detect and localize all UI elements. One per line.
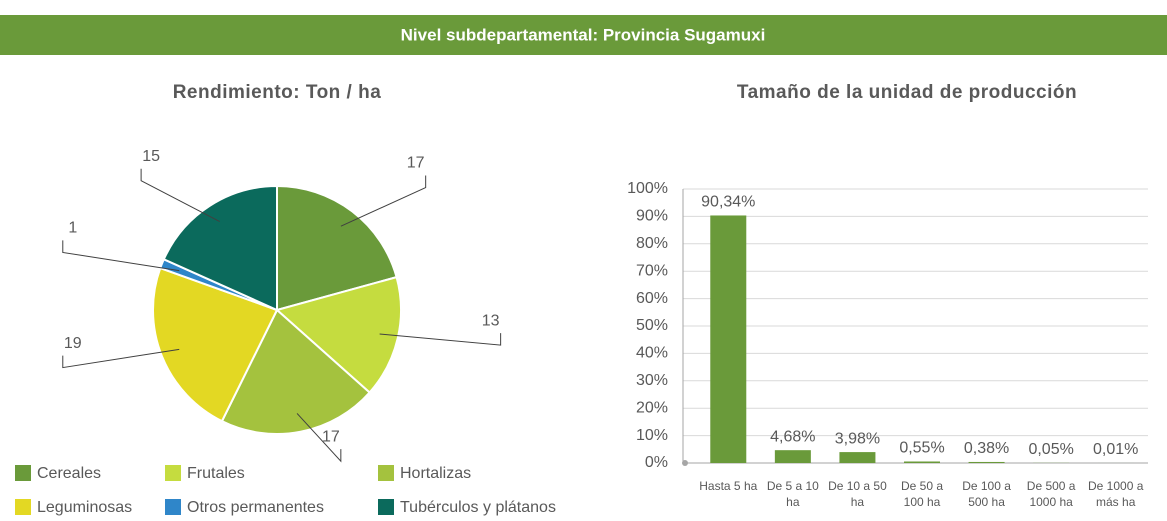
data-label: 1 <box>68 220 77 237</box>
y-tick-label: 30% <box>636 372 668 389</box>
pie-slice <box>274 275 402 394</box>
legend-swatch <box>15 465 31 481</box>
data-label: 15 <box>142 148 160 165</box>
value-label: 0,05% <box>1028 441 1073 458</box>
leader-line <box>340 175 427 227</box>
y-tick-label: 70% <box>636 262 668 279</box>
x-tick-label: De 10 a 50 ha <box>828 479 887 509</box>
y-tick-label: 80% <box>636 235 668 252</box>
x-tick-label: De 500 a 1000 ha <box>1026 479 1076 509</box>
header-bar <box>0 15 1167 55</box>
legend-swatch <box>15 499 31 515</box>
x-tick-label: Hasta 5 ha <box>699 479 758 493</box>
x-tick-label: De 5 a 10 ha <box>766 479 819 509</box>
y-tick-label: 40% <box>636 345 668 362</box>
value-label: 90,34% <box>701 194 755 211</box>
value-label: 3,98% <box>835 430 880 447</box>
y-tick-label: 90% <box>636 208 668 225</box>
data-label: 13 <box>482 312 500 329</box>
y-tick-label: 60% <box>636 290 668 307</box>
value-label: 0,38% <box>964 440 1009 457</box>
legend-swatch <box>165 465 181 481</box>
legend-swatch <box>165 499 181 515</box>
y-tick-label: 20% <box>636 399 668 416</box>
pie-slice <box>152 266 279 423</box>
legend-label: Hortalizas <box>400 465 471 482</box>
legend-label: Cereales <box>37 465 101 482</box>
pie-slice <box>220 308 371 435</box>
x-tick-label: De 100 a 500 ha <box>962 479 1011 509</box>
leader-line <box>62 240 180 272</box>
x-tick-label: De 1000 a más ha <box>1088 479 1144 509</box>
x-tick-label: De 50 a 100 ha <box>900 479 944 509</box>
y-tick-label: 0% <box>645 454 668 471</box>
pie-slice <box>276 184 398 312</box>
y-tick-label: 10% <box>636 427 668 444</box>
value-label: 0,55% <box>899 440 944 457</box>
legend-label: Leguminosas <box>37 499 132 516</box>
leader-line <box>379 333 502 346</box>
bar-title: Tamaño de la unidad de producción <box>737 82 1077 103</box>
legend-label: Frutales <box>187 465 245 482</box>
leader-line <box>296 413 342 463</box>
pie-slice <box>162 184 278 312</box>
legend-swatch <box>378 465 394 481</box>
data-label: 17 <box>322 428 340 445</box>
value-label: 4,68% <box>770 428 815 445</box>
bar <box>839 452 876 463</box>
leader-line <box>140 168 220 222</box>
legend-label: Tubérculos y plátanos <box>400 499 556 516</box>
leader-line <box>62 348 180 369</box>
bar <box>710 215 747 463</box>
bar <box>968 461 1005 463</box>
value-label: 0,01% <box>1093 441 1138 458</box>
pie-title: Rendimiento: Ton / ha <box>173 82 382 103</box>
legend-label: Otros permanentes <box>187 499 324 516</box>
data-label: 19 <box>64 335 82 352</box>
bar <box>904 461 940 463</box>
data-label: 17 <box>407 155 425 172</box>
header-title: Nivel subdepartamental: Provincia Sugamu… <box>401 25 766 44</box>
y-tick-label: 50% <box>636 317 668 334</box>
legend-swatch <box>378 499 394 515</box>
bar <box>774 450 811 463</box>
y-tick-label: 100% <box>627 180 668 197</box>
